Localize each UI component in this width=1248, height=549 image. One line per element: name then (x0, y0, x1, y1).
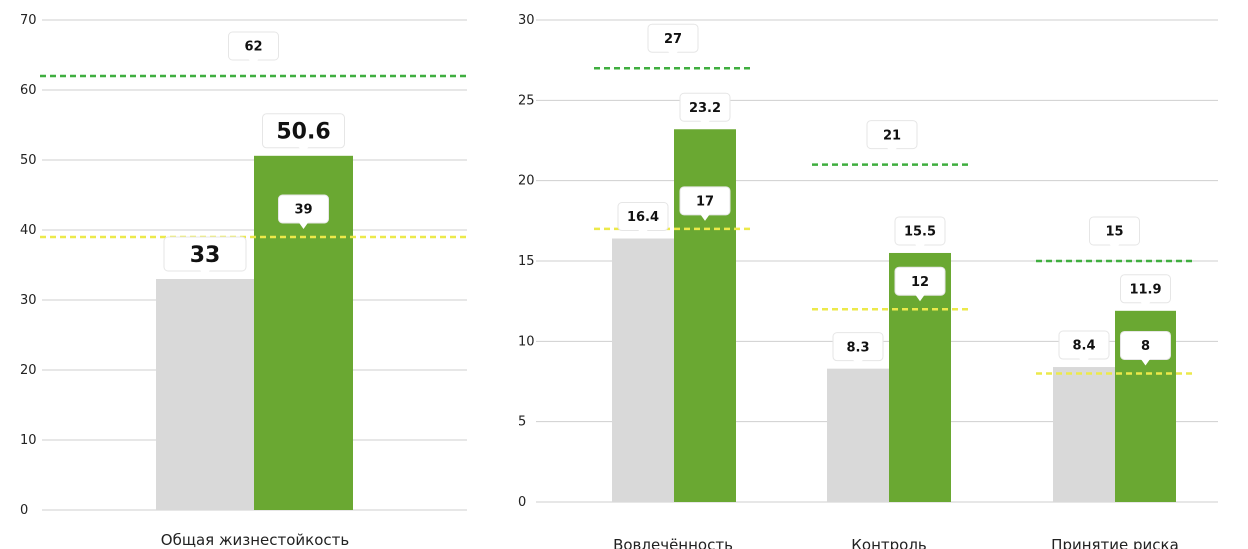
data-label-green: 15.5 (894, 216, 946, 251)
y-tick-label: 40 (20, 223, 37, 238)
reference-label-green-pointer (887, 147, 897, 155)
reference-label-green-text: 21 (883, 128, 901, 143)
reference-label-green: 62 (228, 31, 279, 66)
y-tick-label: 70 (20, 13, 37, 28)
y-tick-label: 60 (20, 83, 37, 98)
reference-label-green-text: 15 (1105, 225, 1123, 240)
data-label-green-pointer (700, 120, 710, 128)
reference-label-yellow-text: 8 (1141, 339, 1150, 354)
reference-label-yellow: 8 (1120, 330, 1171, 366)
reference-label-yellow-pointer (915, 294, 925, 302)
reference-label-yellow: 39 (278, 194, 329, 229)
reference-label-green-text: 62 (244, 40, 262, 55)
reference-label-green: 15 (1089, 216, 1140, 251)
reference-label-green-pointer (1109, 244, 1120, 251)
reference-label-green: 27 (647, 23, 699, 59)
data-label-grey-text: 16.4 (627, 210, 659, 225)
data-label-grey-pointer (638, 229, 648, 237)
reference-label-yellow-pointer (700, 213, 710, 221)
data-label-grey-text: 8.4 (1072, 339, 1095, 354)
data-label-grey-pointer (853, 359, 863, 367)
chart-panel-1: 0 10 20 30 40 50 60 70 33 50.6 62 39 Общая жизнестой… (20, 13, 467, 549)
category-label: Контроль (851, 536, 927, 549)
y-tick-label: 30 (518, 13, 535, 28)
bar-grey (1053, 367, 1115, 502)
bar-grey (156, 279, 254, 510)
data-label-green: 23.2 (679, 92, 731, 128)
y-tick-label: 10 (20, 433, 37, 448)
category-label: Общая жизнестойкость (161, 531, 349, 549)
category-label: Вовлечённость (613, 536, 733, 549)
data-label-green-text: 11.9 (1129, 282, 1161, 297)
data-label-green-pointer (298, 146, 309, 154)
data-label-grey-pointer (1079, 358, 1089, 366)
data-label-green-pointer (915, 243, 925, 251)
y-tick-label: 10 (518, 334, 535, 349)
y-tick-label: 30 (20, 293, 37, 308)
data-label-green-text: 23.2 (689, 101, 721, 116)
reference-label-yellow-pointer (1140, 358, 1151, 366)
bar-grey (827, 368, 889, 502)
data-label-grey: 8.3 (832, 332, 884, 367)
data-label-grey: 33 (163, 236, 247, 277)
data-label-green-text: 50.6 (276, 120, 330, 145)
y-tick-label: 0 (518, 495, 526, 510)
reference-label-green: 21 (866, 120, 918, 155)
category-label: Принятие риска (1051, 536, 1179, 549)
reference-label-green-pointer (248, 59, 259, 66)
chart-panel-2: 0 5 10 15 20 25 30 16.4 23.2 27 17 Вовлечённость 8.3… (518, 13, 1218, 549)
y-tick-label: 20 (20, 363, 37, 378)
y-tick-label: 50 (20, 153, 37, 168)
data-label-green: 50.6 (262, 113, 345, 154)
data-label-grey-pointer (200, 270, 210, 277)
y-tick-label: 20 (518, 174, 535, 189)
reference-label-yellow-pointer (298, 222, 309, 229)
data-label-grey: 16.4 (617, 202, 669, 237)
reference-label-yellow: 12 (894, 266, 946, 302)
reference-label-green-pointer (668, 51, 678, 59)
reference-label-yellow-text: 39 (294, 203, 312, 218)
y-tick-label: 15 (518, 254, 535, 269)
y-tick-label: 5 (518, 415, 526, 430)
data-label-green: 11.9 (1120, 274, 1171, 309)
data-label-grey-text: 33 (190, 243, 221, 268)
reference-label-yellow: 17 (679, 186, 731, 221)
data-label-grey: 8.4 (1058, 330, 1110, 366)
data-label-grey-text: 8.3 (846, 340, 869, 355)
bar-grey (612, 238, 674, 503)
data-label-green-pointer (1140, 301, 1151, 309)
reference-label-yellow-text: 17 (696, 195, 714, 210)
y-tick-label: 0 (20, 503, 28, 518)
bar-green (674, 129, 736, 502)
reference-label-green-text: 27 (664, 32, 682, 47)
data-label-green-text: 15.5 (904, 225, 936, 240)
reference-label-yellow-text: 12 (911, 275, 929, 290)
y-tick-label: 25 (518, 93, 535, 108)
